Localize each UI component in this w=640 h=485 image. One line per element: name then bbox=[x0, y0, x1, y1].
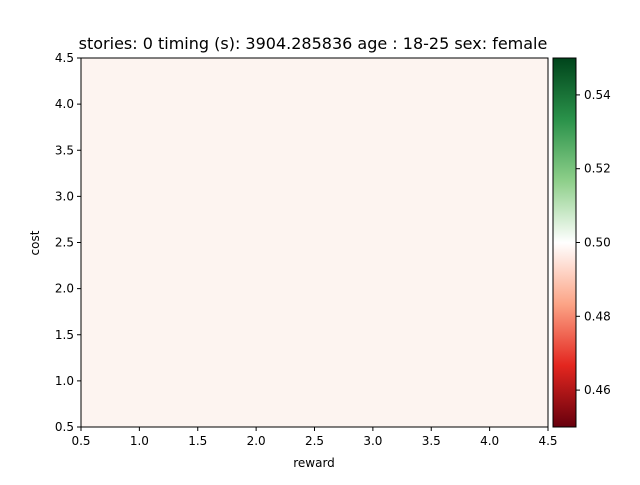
colorbar-tick-label: 0.50 bbox=[584, 236, 611, 250]
heatmap-cell bbox=[81, 58, 548, 427]
x-tick-label: 2.5 bbox=[305, 434, 324, 448]
colorbar-tick-label: 0.54 bbox=[584, 88, 611, 102]
colorbar-tick-label: 0.46 bbox=[584, 383, 611, 397]
x-tick-label: 4.0 bbox=[480, 434, 499, 448]
y-tick-label: 1.5 bbox=[55, 328, 74, 342]
colorbar-tick-label: 0.52 bbox=[584, 162, 611, 176]
y-tick-label: 3.5 bbox=[55, 143, 74, 157]
x-tick-label: 1.5 bbox=[188, 434, 207, 448]
x-tick-label: 0.5 bbox=[71, 434, 90, 448]
chart-title: stories: 0 timing (s): 3904.285836 age :… bbox=[79, 34, 548, 53]
y-axis-label: cost bbox=[28, 230, 42, 255]
y-tick-label: 3.0 bbox=[55, 189, 74, 203]
y-tick-label: 4.5 bbox=[55, 51, 74, 65]
y-tick-label: 1.0 bbox=[55, 374, 74, 388]
y-tick-label: 0.5 bbox=[55, 420, 74, 434]
colorbar bbox=[552, 57, 577, 428]
y-axis-ticks: 0.5 1.0 1.5 2.0 2.5 3.0 3.5 4.0 4.5 bbox=[55, 51, 81, 434]
x-tick-label: 3.0 bbox=[363, 434, 382, 448]
x-axis-label: reward bbox=[293, 456, 335, 470]
x-axis-ticks: 0.5 1.0 1.5 2.0 2.5 3.0 3.5 4.0 4.5 bbox=[71, 427, 558, 448]
y-tick-label: 2.0 bbox=[55, 282, 74, 296]
y-tick-label: 2.5 bbox=[55, 236, 74, 250]
x-tick-label: 2.0 bbox=[247, 434, 266, 448]
x-tick-label: 4.5 bbox=[538, 434, 557, 448]
x-tick-label: 3.5 bbox=[422, 434, 441, 448]
colorbar-tick-label: 0.48 bbox=[584, 309, 611, 323]
y-tick-label: 4.0 bbox=[55, 97, 74, 111]
colorbar-ticks: 0.46 0.48 0.50 0.52 0.54 bbox=[576, 88, 611, 397]
x-tick-label: 1.0 bbox=[130, 434, 149, 448]
